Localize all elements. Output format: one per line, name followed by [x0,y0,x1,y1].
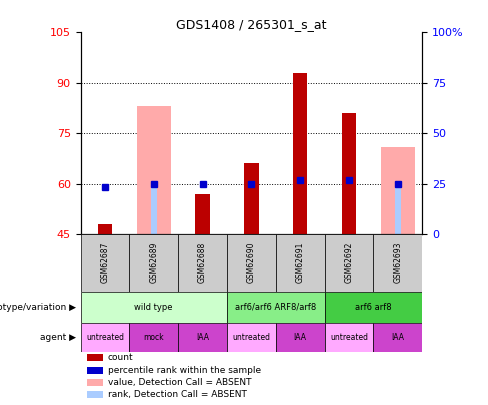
Bar [87,367,103,373]
Text: arf6/arf6 ARF8/arf8: arf6/arf6 ARF8/arf8 [235,303,316,312]
Bar [227,234,276,292]
Bar [325,323,373,352]
Text: GSM62689: GSM62689 [149,242,158,284]
Bar [81,292,227,323]
Text: GSM62692: GSM62692 [345,242,353,284]
Bar [342,113,356,234]
Bar [81,234,129,292]
Bar [373,234,422,292]
Bar [178,234,227,292]
Text: percentile rank within the sample: percentile rank within the sample [108,366,261,375]
Bar [81,323,129,352]
Bar [244,163,259,234]
Bar [276,323,325,352]
Bar [129,323,178,352]
Bar [87,379,103,386]
Bar [98,224,112,234]
Bar [395,183,401,234]
Text: value, Detection Call = ABSENT: value, Detection Call = ABSENT [108,378,251,387]
Bar [151,183,157,234]
Text: IAA: IAA [294,333,306,342]
Bar [227,323,276,352]
Bar [129,234,178,292]
Bar [87,391,103,398]
Text: mock: mock [143,333,164,342]
Text: wild type: wild type [135,303,173,312]
Text: GSM62693: GSM62693 [393,242,402,284]
Text: rank, Detection Call = ABSENT: rank, Detection Call = ABSENT [108,390,247,399]
Text: IAA: IAA [391,333,404,342]
Bar [325,234,373,292]
Bar [293,73,307,234]
Bar [87,354,103,361]
Text: GSM62688: GSM62688 [198,242,207,284]
Text: GSM62690: GSM62690 [247,242,256,284]
Text: IAA: IAA [196,333,209,342]
Bar [137,106,171,234]
Text: untreated: untreated [232,333,270,342]
Text: GSM62691: GSM62691 [296,242,305,284]
Bar [178,323,227,352]
Title: GDS1408 / 265301_s_at: GDS1408 / 265301_s_at [176,18,326,31]
Bar [227,292,325,323]
Text: agent ▶: agent ▶ [40,333,76,342]
Text: arf6 arf8: arf6 arf8 [355,303,392,312]
Text: count: count [108,354,134,362]
Text: untreated: untreated [86,333,124,342]
Text: GSM62687: GSM62687 [101,242,109,284]
Bar [325,292,422,323]
Bar [373,323,422,352]
Bar [381,147,415,234]
Text: genotype/variation ▶: genotype/variation ▶ [0,303,76,312]
Bar [195,194,210,234]
Bar [276,234,325,292]
Text: untreated: untreated [330,333,368,342]
